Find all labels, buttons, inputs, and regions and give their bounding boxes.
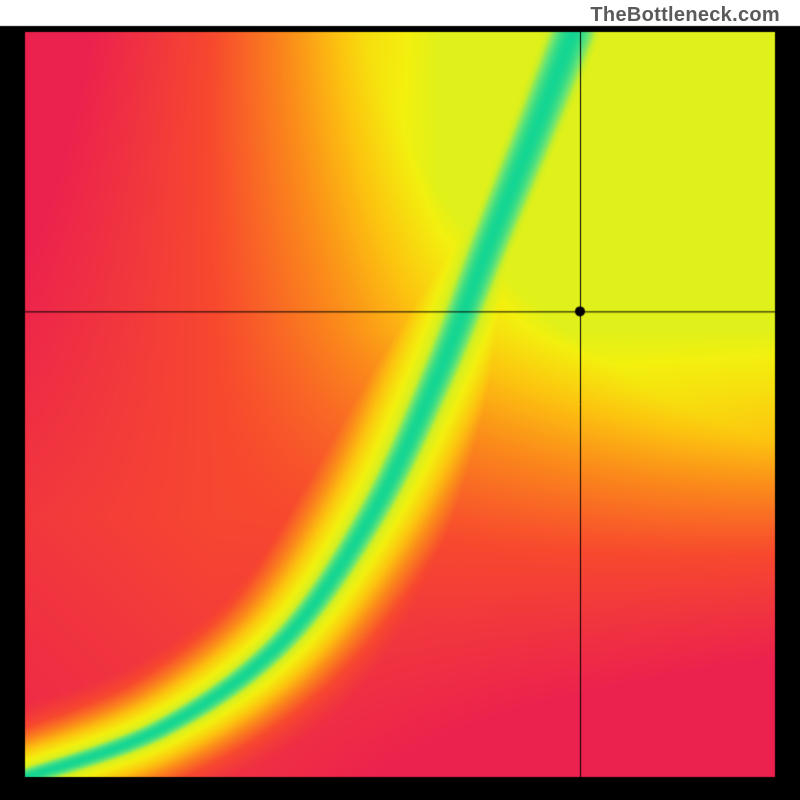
heatmap-canvas — [0, 0, 800, 800]
chart-container: TheBottleneck.com — [0, 0, 800, 800]
watermark-text: TheBottleneck.com — [590, 4, 780, 27]
